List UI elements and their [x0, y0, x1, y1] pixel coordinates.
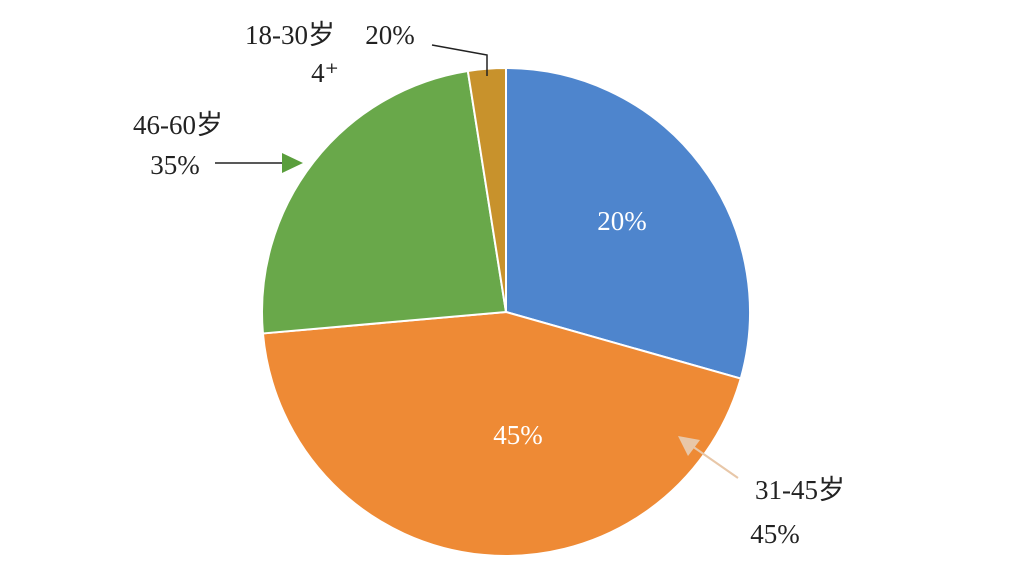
leader-line: [431, 44, 488, 76]
category-label: 31-45岁: [755, 475, 845, 505]
annotation: 45%: [750, 519, 800, 549]
annotation: 45%: [493, 420, 543, 450]
pie-slice: [261, 310, 742, 557]
annotation: 4⁺: [311, 58, 339, 88]
pie-slice: [505, 66, 751, 380]
slices: [261, 66, 751, 557]
annotation: 20%: [365, 20, 415, 50]
category-label: 46-60岁: [133, 110, 223, 140]
arrow-head: [282, 153, 303, 173]
leader-line: [691, 445, 739, 479]
arrow-head: [678, 436, 700, 456]
pie-slice: [261, 69, 508, 335]
category-label: 18-30岁: [245, 20, 335, 50]
annotation: 35%: [150, 150, 200, 180]
annotation: 20%: [597, 206, 647, 236]
